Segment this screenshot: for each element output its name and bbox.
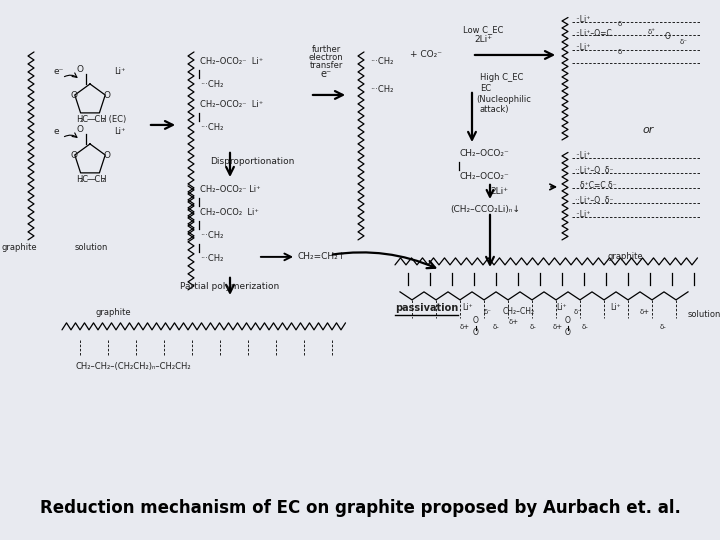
Text: O: O <box>76 65 84 75</box>
Text: ··Li⁺: ··Li⁺ <box>575 151 590 160</box>
Text: 2Li⁺: 2Li⁺ <box>474 36 492 44</box>
Text: e⁻: e⁻ <box>320 69 332 79</box>
Text: Reduction mechanism of EC on graphite proposed by Aurbach et. al.: Reduction mechanism of EC on graphite pr… <box>40 498 680 517</box>
Text: ··Li⁺: ··Li⁺ <box>575 211 590 219</box>
Text: Li⁺: Li⁺ <box>556 303 567 312</box>
Text: Li⁺: Li⁺ <box>114 68 125 77</box>
Text: δ-: δ- <box>530 324 536 330</box>
Text: Partial polymerization: Partial polymerization <box>180 282 279 292</box>
Text: δ+: δ+ <box>460 324 470 330</box>
Text: graphite: graphite <box>95 308 130 318</box>
Text: Li⁺: Li⁺ <box>114 127 125 137</box>
Text: —CH: —CH <box>87 116 107 124</box>
Text: O: O <box>104 91 110 100</box>
Text: δ-: δ- <box>493 324 500 330</box>
Text: High C_EC: High C_EC <box>480 73 523 83</box>
Text: + CO₂⁻: + CO₂⁻ <box>410 50 442 59</box>
Text: δ⁻: δ⁻ <box>618 49 626 55</box>
Text: CH₂–OCO₂⁻  Li⁺: CH₂–OCO₂⁻ Li⁺ <box>200 57 264 66</box>
Text: CH₂–OCO₂⁻: CH₂–OCO₂⁻ <box>460 150 510 158</box>
Text: CH₂–CH₂: CH₂–CH₂ <box>503 307 535 316</box>
Text: transfer: transfer <box>310 62 343 71</box>
Text: O: O <box>71 151 78 160</box>
Text: (EC): (EC) <box>106 116 126 124</box>
Text: solution: solution <box>688 310 720 319</box>
Text: (Nucleophilic: (Nucleophilic <box>476 96 531 104</box>
Text: O: O <box>473 316 479 326</box>
Text: O: O <box>76 125 84 134</box>
Text: δ⁻: δ⁻ <box>574 309 582 315</box>
Text: electron: electron <box>309 53 343 63</box>
Text: ₂C: ₂C <box>80 116 89 124</box>
Text: O: O <box>71 91 78 100</box>
Text: ···CH₂: ···CH₂ <box>370 85 393 94</box>
Text: CH₂–OCO₂⁻ Li⁺: CH₂–OCO₂⁻ Li⁺ <box>200 185 261 194</box>
Text: δ+: δ+ <box>553 324 563 330</box>
Text: ₂: ₂ <box>102 116 105 124</box>
Text: —CH: —CH <box>87 176 107 185</box>
Text: ···CH₂: ···CH₂ <box>200 232 223 240</box>
Text: ··Li⁺–O  δ⁻: ··Li⁺–O δ⁻ <box>575 166 613 176</box>
Text: CH₂–CH₂–(CH₂CH₂)ₙ–CH₂CH₂: CH₂–CH₂–(CH₂CH₂)ₙ–CH₂CH₂ <box>75 362 191 372</box>
Text: O: O <box>104 151 110 160</box>
Text: CH₂–OCO₂⁻  Li⁺: CH₂–OCO₂⁻ Li⁺ <box>200 100 264 110</box>
Text: e⁻: e⁻ <box>54 68 64 77</box>
Text: graphite: graphite <box>2 244 37 252</box>
Text: O: O <box>565 316 571 326</box>
Text: ···CH₂: ···CH₂ <box>200 124 223 132</box>
Text: δ-: δ- <box>582 324 589 330</box>
Text: attack): attack) <box>480 105 510 114</box>
Text: H: H <box>76 116 82 124</box>
Text: CH₂–OCO₂⁻: CH₂–OCO₂⁻ <box>460 172 510 181</box>
Text: δ-: δ- <box>660 324 667 330</box>
Text: CH₂=CH₂↑: CH₂=CH₂↑ <box>298 252 346 261</box>
Text: ₂C: ₂C <box>80 176 89 185</box>
Text: δ⁻: δ⁻ <box>484 309 492 315</box>
Text: graphite: graphite <box>608 252 644 261</box>
Text: ₂: ₂ <box>102 176 105 185</box>
Text: δ⁺C=C δ⁻: δ⁺C=C δ⁻ <box>580 181 616 191</box>
Text: δ⁺: δ⁺ <box>648 29 656 35</box>
Text: solution: solution <box>75 244 109 252</box>
Text: 2Li⁺: 2Li⁺ <box>490 187 508 197</box>
Text: CH₂–OCO₂  Li⁺: CH₂–OCO₂ Li⁺ <box>200 208 259 218</box>
Text: EC: EC <box>480 84 491 93</box>
Text: δ⁻: δ⁻ <box>680 39 688 45</box>
Text: (CH₂–CCO₂Li)ₙ↓: (CH₂–CCO₂Li)ₙ↓ <box>450 205 520 214</box>
Text: δ⁻: δ⁻ <box>618 21 626 27</box>
Text: ··Li⁺–O  δ⁻: ··Li⁺–O δ⁻ <box>575 197 613 205</box>
Text: O: O <box>473 328 479 338</box>
Text: further: further <box>311 45 341 55</box>
Text: or: or <box>642 125 654 135</box>
Text: ···CH₂: ···CH₂ <box>200 254 223 264</box>
Text: O: O <box>665 32 671 42</box>
Text: Li⁺: Li⁺ <box>462 303 472 312</box>
Text: Li⁺: Li⁺ <box>610 303 621 312</box>
Text: ···CH₂: ···CH₂ <box>370 57 393 66</box>
Text: H: H <box>76 176 82 185</box>
Text: δ+: δ+ <box>509 319 519 325</box>
Text: δ+: δ+ <box>640 309 650 315</box>
Text: passivation: passivation <box>395 303 458 313</box>
Text: O: O <box>565 328 571 338</box>
Text: ··Li⁺: ··Li⁺ <box>575 44 590 52</box>
Text: ··Li⁺: ··Li⁺ <box>575 16 590 24</box>
Text: ···CH₂: ···CH₂ <box>200 80 223 90</box>
Text: Low C_EC: Low C_EC <box>463 25 503 35</box>
Text: e: e <box>54 127 60 137</box>
Text: Disproportionation: Disproportionation <box>210 158 294 166</box>
Text: ··Li⁺–O=C: ··Li⁺–O=C <box>575 30 612 38</box>
